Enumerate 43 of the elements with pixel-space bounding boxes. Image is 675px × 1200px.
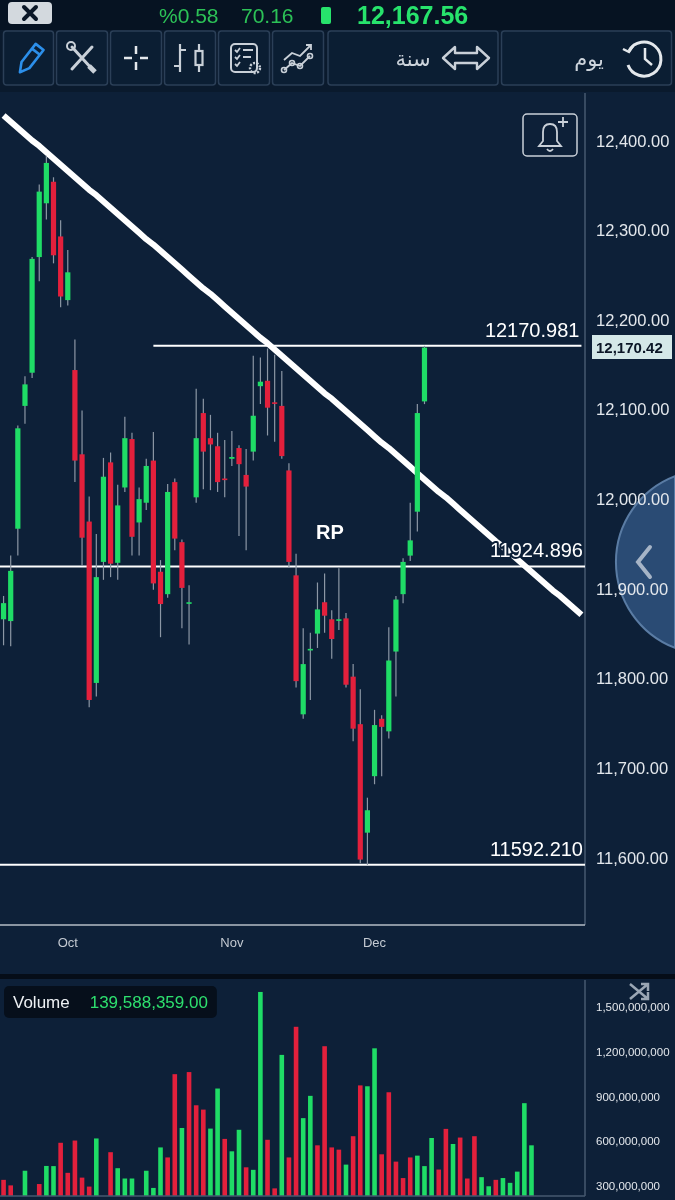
y-tick-label: 12,200.00 (596, 310, 670, 329)
x-tick-label: Nov (220, 934, 244, 950)
y-tick-label: 1,500,000,000 (596, 1000, 670, 1013)
x-tick-label: Dec (362, 934, 387, 950)
text: %0.58 (159, 3, 219, 27)
text: يوم (574, 46, 604, 71)
y-tick-label: 11,900.00 (596, 579, 669, 598)
text: 12,170.42 (596, 338, 663, 356)
candlestick (407, 502, 413, 562)
x-tick-label: Oct (57, 934, 79, 950)
text: 70.16 (241, 3, 294, 27)
y-tick-label: 900,000,000 (596, 1090, 660, 1103)
candlestick (322, 572, 328, 634)
ref-line-label: 11592.210 (489, 837, 583, 860)
candlestick (22, 375, 28, 425)
candlestick (207, 414, 214, 491)
candlestick (336, 567, 342, 631)
candlestick (364, 797, 371, 866)
candlestick (379, 714, 385, 777)
candlestick (236, 444, 242, 537)
y-tick-label: 12,100.00 (596, 400, 670, 419)
y-tick-label: 300,000,000 (596, 1180, 660, 1193)
y-tick-label: 11,700.00 (596, 759, 669, 778)
candlestick (229, 430, 235, 467)
candlestick (272, 354, 278, 443)
annotation: 139,588,359.00 (89, 992, 208, 1012)
y-tick-label: 12,300.00 (596, 221, 670, 240)
candlestick (243, 448, 249, 551)
candlestick (329, 609, 335, 660)
annotation: RP (316, 521, 344, 543)
y-tick-label: 12,000.00 (596, 490, 670, 509)
y-tick-label: 12,400.00 (596, 131, 670, 150)
series-label: 12170.981 (484, 318, 580, 341)
text: Volume (13, 992, 70, 1012)
candlestick (186, 584, 192, 645)
text: 12,167.56 (357, 1, 469, 29)
y-tick-label: 1,200,000,000 (596, 1045, 670, 1058)
y-tick-label: 600,000,000 (596, 1135, 660, 1148)
candlestick (136, 486, 142, 557)
text: سنة (395, 46, 431, 70)
y-tick-label: 11,800.00 (596, 669, 669, 688)
candlestick (0, 595, 7, 646)
y-tick-label: 11,600.00 (596, 848, 669, 867)
